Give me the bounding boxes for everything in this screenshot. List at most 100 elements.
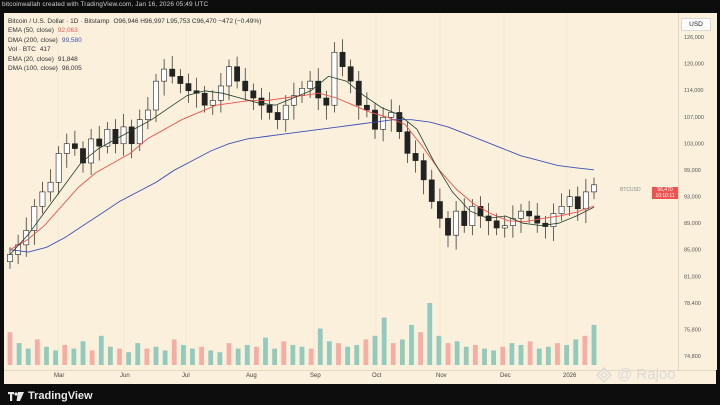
volume-bar [509,343,515,365]
candle [31,199,38,245]
legend-row: EMA (50, close) 92,063 [8,26,261,35]
price-tick-label: 81,000 [684,274,701,280]
volume-bar [272,348,278,365]
candle-body [31,206,38,231]
candle [347,59,354,94]
currency-badge[interactable]: USD [681,18,711,31]
legend-label: DMA (100, close) [8,65,58,73]
legend-row: DMA (200, close) 99,580 [8,36,261,45]
volume-bar [281,341,287,365]
volume-bar [34,339,40,365]
volume-bar [25,348,31,365]
volume-bar [390,343,396,365]
candle-body [388,112,395,118]
candle-body [509,218,516,226]
volume-bar [336,343,341,365]
candle [7,247,13,269]
last-price-tag: 96,470 10:10:11 [652,187,678,199]
tradingview-logo[interactable]: TradingView [8,390,93,402]
volume-bar [372,335,378,365]
candle-body [144,109,151,120]
candle [372,102,378,139]
volume-bar [98,335,104,365]
volume-bar [244,344,250,365]
candle [428,169,435,209]
time-tick-label: Sep [310,373,321,379]
candle [412,140,419,173]
legend-value: 92,063 [57,27,78,35]
candle [550,203,557,241]
chart-plot-area[interactable] [4,13,678,370]
legend-value: 91,848 [57,55,78,63]
volume-bar [472,344,478,365]
time-axis[interactable]: Mar Jun Jul Aug Sep Oct Nov Dec 2026 [4,370,716,385]
candle [445,211,451,248]
candle [477,196,484,228]
volume-bar [454,341,460,365]
time-tick-label: Oct [372,373,382,379]
candle [453,201,460,250]
last-price-countdown: 10:10:11 [655,193,675,199]
watermark-text: @ Rajoo [617,366,676,383]
legend-row: DMA (100, close) 98,005 [8,64,261,73]
candle [144,97,151,130]
candle-body [315,80,322,99]
candle-body [55,153,62,183]
candle-body [290,95,297,106]
candle-body [445,218,451,236]
candle [299,81,305,103]
volume-bar [491,350,497,365]
candle [355,71,362,120]
candle [47,169,54,202]
time-tick-label: Jun [120,373,130,379]
price-tick-label: 103,000 [684,141,704,147]
volume-bar [235,348,241,365]
candle [526,201,533,224]
volume-bar [226,343,232,365]
ema50-line [9,92,595,251]
candle [201,85,208,113]
price-tick-label: 93,000 [684,195,701,201]
tradingview-logo-text: TradingView [28,390,93,402]
volume-bar [363,339,369,365]
legend-label: Bitcoin / U.S. Dollar · 1D · Bitstamp [8,18,110,25]
candle [469,199,476,236]
volume-bar [180,344,186,365]
time-tick-label: Aug [246,373,257,379]
price-axis[interactable]: 126,000 120,000 114,000 107,000 103,000 99,00… [678,13,717,370]
symbol-tag: BTCUSD [620,187,641,193]
candle [136,109,143,151]
price-tick-label: 75,800 [684,327,701,333]
candlestick-chart[interactable] [4,13,678,370]
volume-bar [591,324,597,365]
volume-bar [162,350,168,365]
ema20-line [9,75,595,255]
volume-bar [299,346,305,365]
volume-bar [89,350,95,365]
time-tick-label: Mar [54,373,65,379]
legend-label: EMA (50, close) [8,27,54,35]
volume-bar [564,344,570,365]
candle [307,71,314,98]
candle-body [71,143,78,149]
candle-body [323,97,330,106]
price-axis-labels: 126,000 120,000 114,000 107,000 103,000 99,00… [684,35,704,360]
candle-body [47,181,54,193]
volume-bar [135,343,141,365]
candle-body [185,83,192,92]
legend-label: Vol · BTC [8,46,36,54]
candle-body [201,92,208,106]
volume-bar [436,335,442,365]
volume-bar [527,341,533,365]
watermark: @ Rajoo [596,366,676,383]
volume-bar [573,339,579,365]
volume-bar [409,324,414,365]
candle [290,82,297,120]
candle-body [23,230,30,246]
candle-body [363,104,370,111]
candle [388,99,395,132]
volume-bar [44,346,49,365]
candle [112,119,119,154]
candle-body [550,213,557,227]
